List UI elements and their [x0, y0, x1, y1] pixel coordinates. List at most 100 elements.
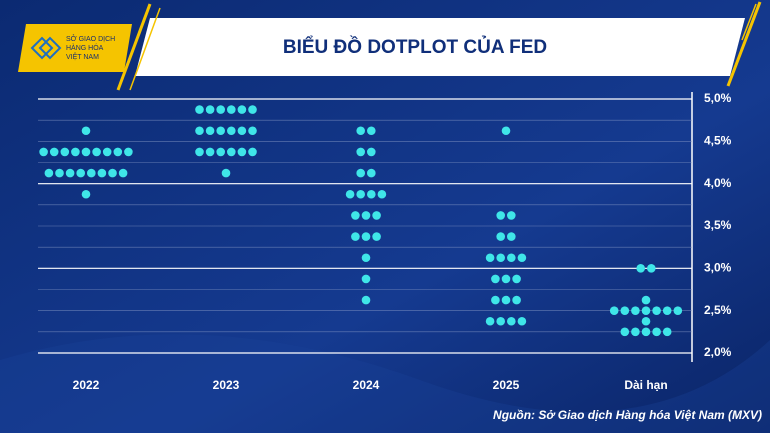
- dot: [507, 232, 516, 241]
- stripe: [116, 3, 152, 91]
- dot: [652, 327, 661, 337]
- x-tick-label: 2023: [213, 378, 240, 392]
- dot: [97, 168, 107, 178]
- logo-box: [18, 24, 132, 72]
- dot: [501, 274, 511, 284]
- logo-text: VIỆT NAM: [66, 52, 99, 61]
- dot: [205, 147, 215, 157]
- dot: [361, 253, 371, 263]
- dot: [507, 253, 516, 263]
- dot: [237, 147, 247, 157]
- dot: [377, 189, 387, 199]
- dot: [108, 168, 117, 178]
- dot: [356, 168, 366, 178]
- dot: [361, 295, 371, 305]
- dot: [49, 147, 59, 157]
- dot: [216, 147, 225, 157]
- dot: [367, 168, 376, 178]
- dot: [248, 147, 257, 157]
- dot: [367, 126, 376, 136]
- dot: [662, 306, 672, 315]
- dot: [195, 126, 204, 136]
- dot: [102, 147, 112, 157]
- dot: [248, 126, 257, 136]
- logo-text: HÀNG HÓA: [66, 43, 104, 52]
- dot: [491, 274, 500, 284]
- dot: [39, 147, 48, 157]
- y-tick-label: 4,0%: [704, 176, 732, 190]
- dot: [351, 211, 360, 220]
- dot: [71, 147, 80, 157]
- dot: [512, 274, 521, 284]
- dot: [205, 126, 215, 136]
- dot: [205, 105, 215, 114]
- dot: [195, 105, 204, 114]
- dot: [485, 253, 495, 263]
- dot: [496, 253, 506, 263]
- y-tick-label: 2,0%: [704, 345, 732, 359]
- dot: [361, 211, 371, 220]
- dot: [65, 168, 75, 178]
- chart-title: BIỂU ĐỒ DOTPLOT CỦA FED: [283, 36, 547, 58]
- dot: [92, 147, 101, 157]
- source: Nguồn: Sở Giao dịch Hàng hóa Việt Nam (M…: [493, 408, 762, 422]
- dot: [367, 147, 376, 157]
- dot: [507, 316, 516, 326]
- dot: [124, 147, 133, 157]
- dot: [237, 105, 247, 114]
- dot: [195, 147, 204, 157]
- logo-icon: [30, 36, 62, 60]
- dot: [636, 264, 645, 273]
- dot: [662, 327, 672, 337]
- dot: [227, 147, 236, 157]
- dot: [673, 306, 683, 315]
- dot: [491, 295, 500, 305]
- dot: [221, 168, 231, 178]
- dot: [372, 232, 381, 241]
- x-tick-label: 2022: [73, 378, 100, 392]
- dot: [485, 316, 495, 326]
- dot: [361, 232, 371, 241]
- dot: [507, 211, 516, 220]
- dot: [372, 211, 381, 220]
- dot: [44, 168, 54, 178]
- dot: [367, 189, 376, 199]
- header-band: [135, 18, 745, 76]
- stripe: [741, 3, 757, 41]
- dot: [652, 306, 661, 315]
- dot: [60, 147, 70, 157]
- dot: [356, 147, 366, 157]
- dot: [216, 126, 225, 136]
- dot: [227, 105, 236, 114]
- dot: [496, 211, 506, 220]
- dot: [631, 306, 640, 315]
- dot: [501, 295, 511, 305]
- dot: [351, 232, 360, 241]
- dot: [81, 126, 91, 136]
- dot: [113, 147, 123, 157]
- dot: [356, 126, 366, 136]
- dot: [641, 316, 651, 326]
- y-tick-label: 5,0%: [704, 91, 732, 105]
- dot: [517, 316, 527, 326]
- dot: [620, 327, 630, 337]
- stripe: [726, 1, 762, 87]
- dot: [248, 105, 257, 114]
- x-tick-label: Dài hạn: [624, 378, 667, 392]
- dot: [345, 189, 355, 199]
- dot: [76, 168, 85, 178]
- x-tick-label: 2024: [353, 378, 380, 392]
- dot: [227, 126, 236, 136]
- dot: [496, 316, 506, 326]
- dot: [356, 189, 366, 199]
- dot: [631, 327, 640, 337]
- dot: [641, 327, 651, 337]
- dot: [647, 264, 656, 273]
- wave: [0, 334, 770, 433]
- x-tick-label: 2025: [493, 378, 520, 392]
- y-tick-label: 3,0%: [704, 261, 732, 275]
- dot: [609, 306, 619, 315]
- logo-text: SỞ GIAO DỊCH: [66, 34, 115, 43]
- dot: [517, 253, 527, 263]
